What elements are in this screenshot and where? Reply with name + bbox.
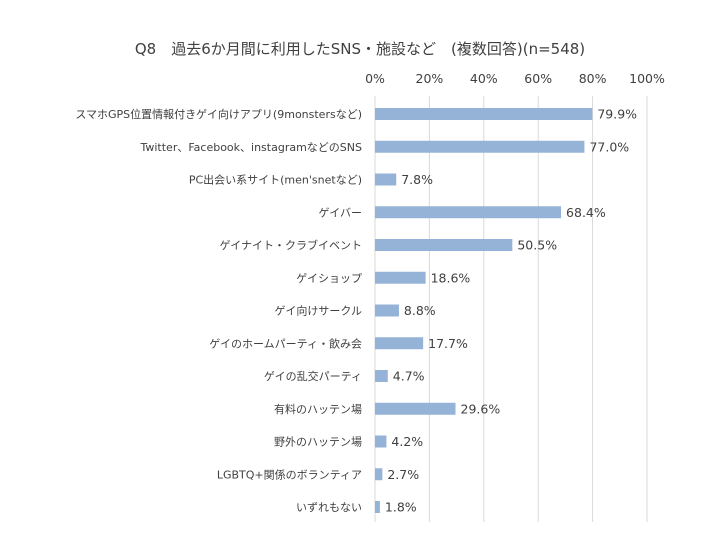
data-label: 7.8% xyxy=(401,172,433,187)
bar xyxy=(375,304,399,317)
category-label: ゲイ向けサークル xyxy=(275,304,362,318)
x-tick-label: 40% xyxy=(470,71,498,86)
category-label: ゲイショップ xyxy=(296,272,362,285)
data-label: 8.8% xyxy=(404,303,436,318)
bar xyxy=(375,501,380,513)
x-tick-label: 80% xyxy=(579,71,607,86)
bar xyxy=(375,173,397,186)
x-tick-label: 0% xyxy=(365,71,385,86)
data-label: 79.9% xyxy=(597,107,637,122)
data-label: 50.5% xyxy=(517,238,557,253)
category-label: ゲイのホームパーティ・飲み会 xyxy=(209,336,362,350)
data-label: 2.7% xyxy=(387,467,419,482)
category-label: いずれもない xyxy=(296,501,362,514)
data-label: 4.7% xyxy=(393,369,425,384)
chart-title: Q8 過去6か月間に利用したSNS・施設など (複数回答)(n=548) xyxy=(134,40,586,58)
category-label: PC出会い系サイト(men'snetなど) xyxy=(189,173,362,187)
category-label: Twitter、Facebook、instagramなどのSNS xyxy=(139,141,362,154)
data-label: 4.2% xyxy=(391,434,423,449)
bar xyxy=(375,271,426,284)
bar xyxy=(375,370,388,382)
x-tick-label: 20% xyxy=(416,71,444,86)
bar xyxy=(375,108,593,120)
category-labels: スマホGPS位置情報付きゲイ向けアプリ(9monstersなど) Twitter、… xyxy=(75,107,362,514)
category-label: 有料のハッテン場 xyxy=(274,402,362,416)
category-label: ゲイバー xyxy=(318,206,362,219)
category-label: ゲイナイト・クラブイベント xyxy=(219,238,362,252)
x-axis-ticks: 0% 20% 40% 60% 80% 100% xyxy=(365,71,665,86)
data-label: 18.6% xyxy=(431,270,471,285)
category-label: 野外のハッテン場 xyxy=(274,436,362,449)
x-tick-label: 60% xyxy=(524,71,552,86)
data-labels: 79.9% 77.0% 7.8% 68.4% 50.5% 18.6% 8.8% 17.7% 4.… xyxy=(385,107,637,515)
category-label: LGBTQ+関係のボランティア xyxy=(217,468,362,481)
data-label: 77.0% xyxy=(589,139,629,154)
data-label: 17.7% xyxy=(428,336,468,351)
data-label: 68.4% xyxy=(566,205,606,220)
bar xyxy=(375,239,513,251)
bar xyxy=(375,402,456,415)
x-tick-label: 100% xyxy=(629,71,665,86)
bar xyxy=(375,468,383,481)
bar xyxy=(375,435,387,448)
bar xyxy=(375,206,562,219)
bar xyxy=(375,337,424,350)
data-label: 1.8% xyxy=(385,500,417,515)
bars xyxy=(375,108,593,513)
data-label: 29.6% xyxy=(461,401,501,416)
category-label: ゲイの乱交パーティ xyxy=(264,369,362,383)
category-label: スマホGPS位置情報付きゲイ向けアプリ(9monstersなど) xyxy=(75,107,362,121)
bar xyxy=(375,140,585,153)
